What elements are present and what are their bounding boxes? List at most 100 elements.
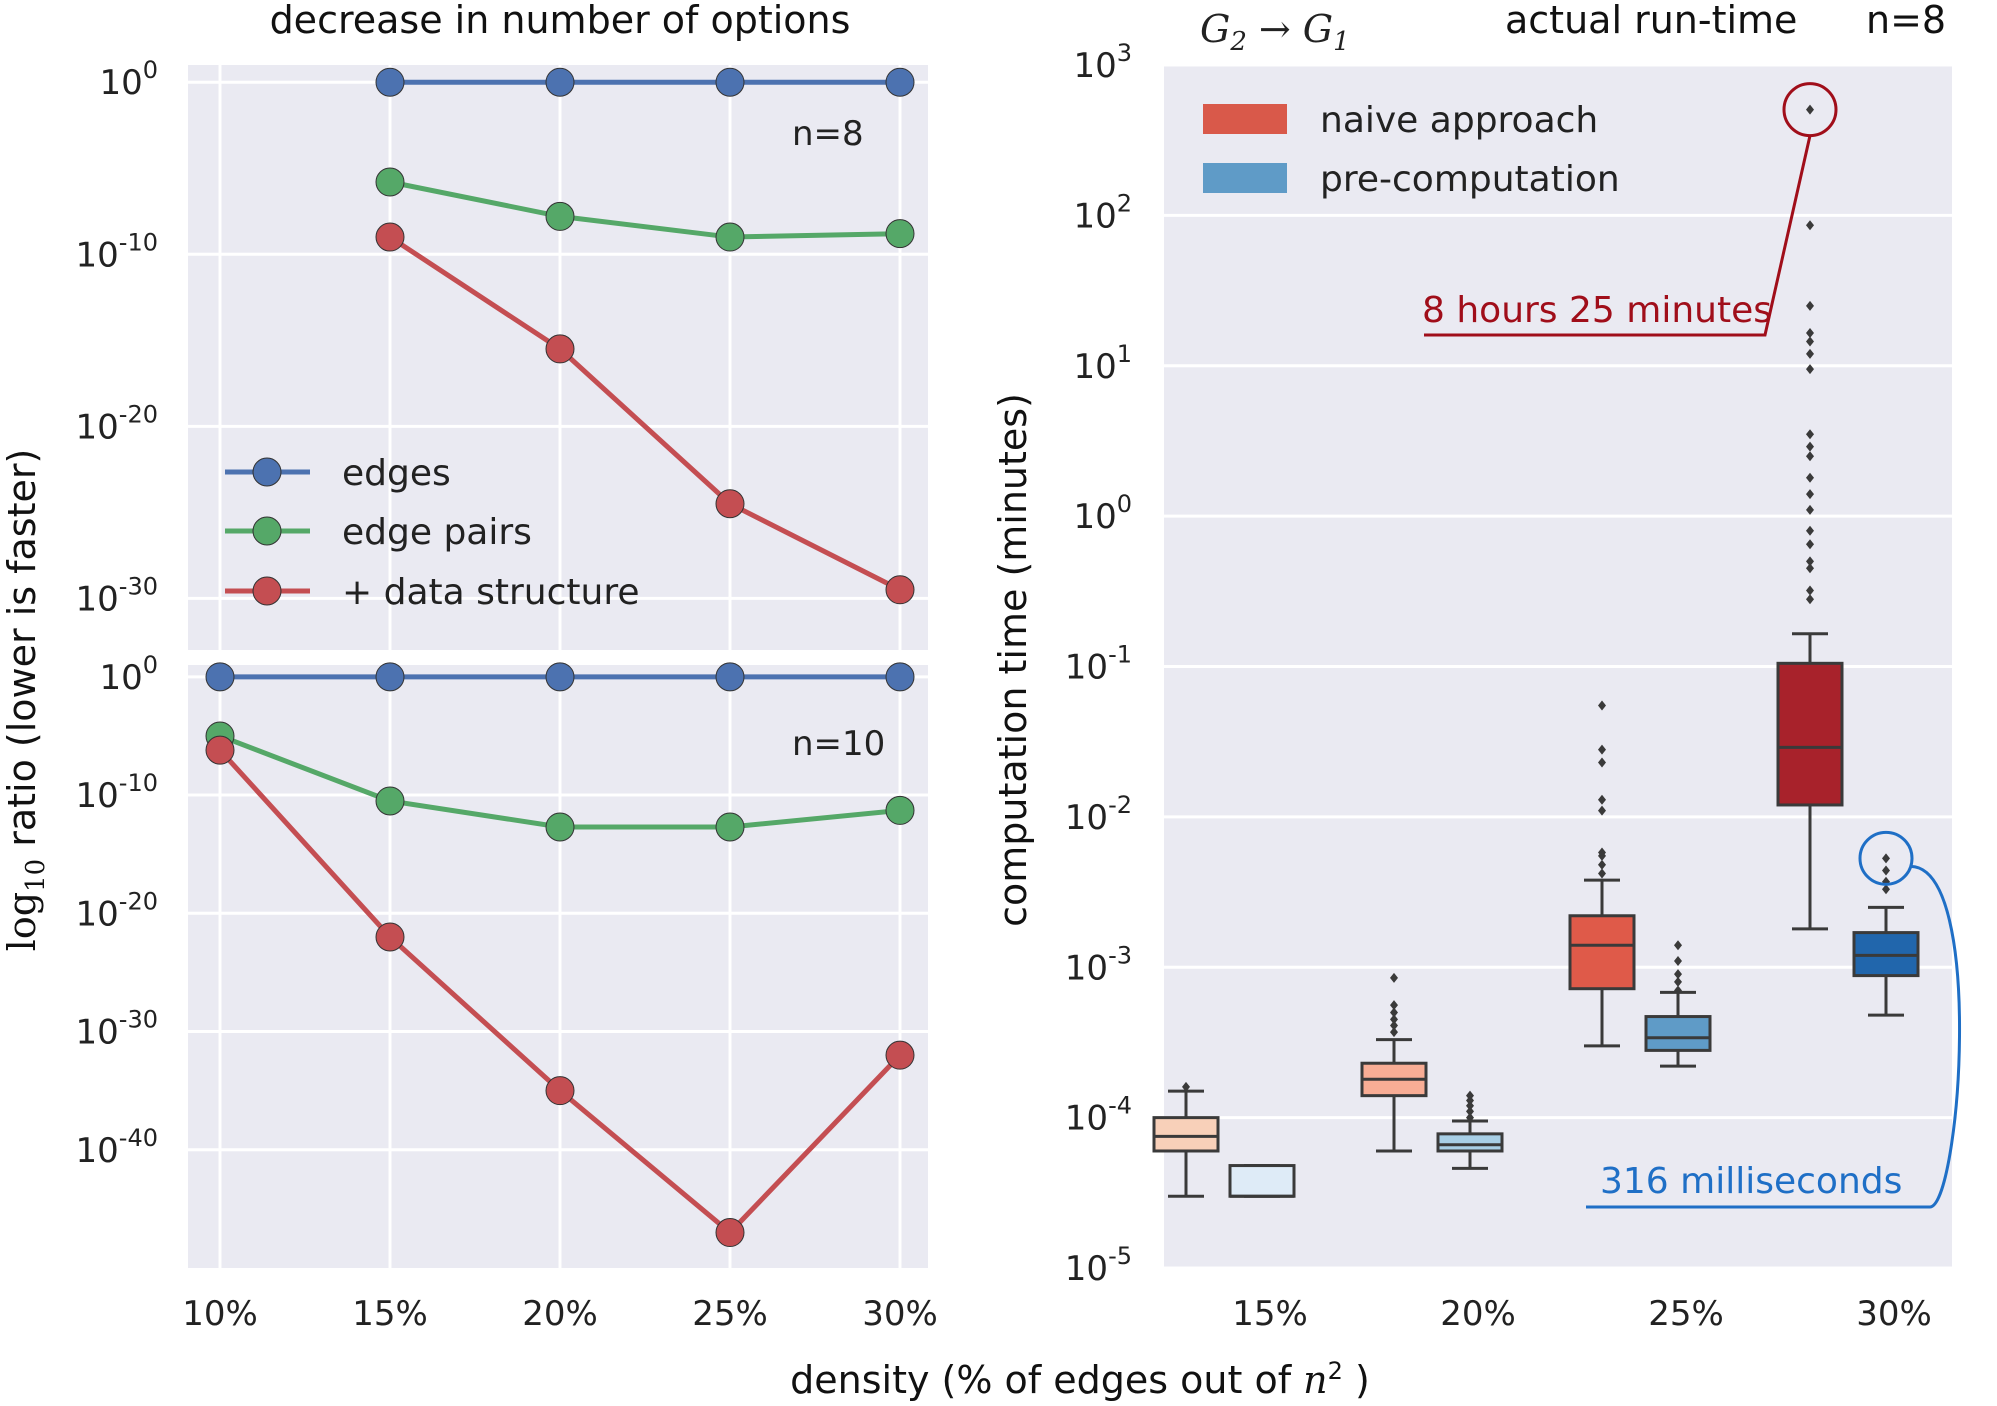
data-point [545, 812, 575, 842]
flier-point [1806, 594, 1814, 605]
flier-point [1806, 328, 1814, 339]
y-tick-label: 101 [1073, 340, 1132, 387]
flier-point [1598, 859, 1606, 870]
x-tick-label: 25% [1648, 1294, 1724, 1334]
runtime-panel-marks [1152, 104, 1920, 1198]
box-25-precomp [1644, 940, 1712, 1068]
data-point [885, 1040, 915, 1070]
x-tick-label: 30% [862, 1294, 938, 1334]
runtime-chart-title: actual run-time [1505, 0, 1797, 42]
data-point [545, 67, 575, 97]
y-tick-label: 10-1 [1065, 641, 1132, 688]
flier-point [1806, 348, 1814, 359]
legend-item-pre-computation: pre-computation [1203, 159, 1620, 200]
x-tick-label: 10% [182, 1294, 258, 1334]
flier-point [1674, 969, 1682, 980]
x-tick-label: 30% [1856, 1294, 1932, 1334]
data-point [545, 201, 575, 231]
legend-item-edge-pairs: edge pairs [225, 512, 532, 553]
flier-point [1598, 805, 1606, 816]
flier-point [1390, 1027, 1398, 1038]
series-line--data-structure [388, 234, 902, 593]
panel-n8-marks [375, 67, 915, 605]
data-point [715, 489, 745, 519]
runtime-panel-x-ticks: 15% 20% 25% 30% [1232, 1294, 1932, 1334]
flier-point [1806, 472, 1814, 483]
y-tick-label: 100 [1073, 490, 1132, 537]
flier-point [1598, 847, 1606, 858]
y-tick-label: 10-30 [76, 572, 158, 619]
flier-point [1390, 1007, 1398, 1018]
flier-point [1390, 972, 1398, 983]
data-point [375, 67, 405, 97]
flier-point [1806, 556, 1814, 567]
data-point [885, 575, 915, 605]
box-30-naive [1776, 104, 1844, 931]
flier-point [1806, 539, 1814, 550]
y-tick-label: 10-20 [76, 400, 158, 447]
y-tick-label: 10-4 [1065, 1092, 1132, 1139]
flier-point [1674, 956, 1682, 967]
flier-point [1674, 985, 1682, 996]
box-iqr [1644, 1015, 1712, 1052]
data-point [375, 222, 405, 252]
y-tick-label: 10-2 [1065, 791, 1132, 838]
flier-point [1806, 336, 1814, 347]
data-point [885, 662, 915, 692]
x-tick-label: 15% [352, 1294, 428, 1334]
annotation-naive-max: 8 hours 25 minutes [1422, 82, 1838, 337]
flier-point [1806, 441, 1814, 452]
runtime-y-axis-label: computation time (minutes) [991, 393, 1035, 927]
y-tick-label: 10-40 [76, 1124, 158, 1171]
box-20-precomp [1436, 1090, 1504, 1170]
box-15-naive [1152, 1081, 1220, 1198]
x-tick-label: 25% [692, 1294, 768, 1334]
runtime-panel-grid [1164, 63, 1952, 1270]
svg-text:edges: edges [342, 453, 451, 494]
data-point [885, 795, 915, 825]
svg-text:edge pairs: edge pairs [342, 512, 532, 553]
flier-point [1806, 104, 1814, 115]
flier-point [1806, 220, 1814, 231]
flier-point [1466, 1106, 1474, 1117]
data-point [375, 786, 405, 816]
data-point [545, 334, 575, 364]
data-point [375, 167, 405, 197]
flier-point [1806, 364, 1814, 375]
box-iqr [1436, 1132, 1504, 1153]
panel-n8-y-ticks: 100 10-10 10-20 10-30 [76, 56, 158, 619]
data-point [885, 67, 915, 97]
panel-n8-annotation: n=8 [792, 114, 864, 154]
runtime-panel-y-ticks: 103 102 101 100 10-1 10-2 10-3 10-4 10-5 [1065, 39, 1132, 1289]
annotation-label: 316 milliseconds [1600, 1161, 1902, 1202]
annotation-leader [1424, 135, 1812, 337]
left-chart-title: decrease in number of options [270, 0, 851, 42]
y-tick-label: 100 [99, 56, 158, 103]
x-axis-label: density (% of edges out of n2 ) [790, 1357, 1370, 1402]
flier-point [1598, 757, 1606, 768]
data-point [715, 1218, 745, 1248]
box-15-precomp [1228, 1164, 1296, 1198]
y-tick-label: 100 [99, 651, 158, 698]
series-line-edge-pairs [389, 179, 901, 240]
flier-point [1598, 794, 1606, 805]
flier-point [1806, 563, 1814, 574]
left-y-axis-label: log10 ratio (lower is faster) [0, 449, 51, 952]
runtime-panel-annotations: 8 hours 25 minutes 316 milliseconds [1422, 82, 1961, 1209]
panel-n10-annotation: n=10 [792, 724, 885, 764]
y-tick-label: 10-3 [1065, 941, 1132, 988]
y-tick-label: 10-10 [76, 769, 158, 816]
data-point [205, 662, 235, 692]
panel-n10-marks [205, 662, 915, 1248]
data-point [715, 67, 745, 97]
box-25-naive [1568, 700, 1636, 1048]
svg-text:pre-computation: pre-computation [1320, 159, 1620, 200]
runtime-chart-title-n: n=8 [1866, 0, 1946, 42]
flier-point [1598, 868, 1606, 879]
legend-item-edges: edges [225, 453, 451, 494]
annotation-precomp-max: 316 milliseconds [1586, 830, 1961, 1209]
flier-point [1390, 1014, 1398, 1025]
flier-point [1882, 853, 1890, 864]
flier-point [1674, 976, 1682, 987]
